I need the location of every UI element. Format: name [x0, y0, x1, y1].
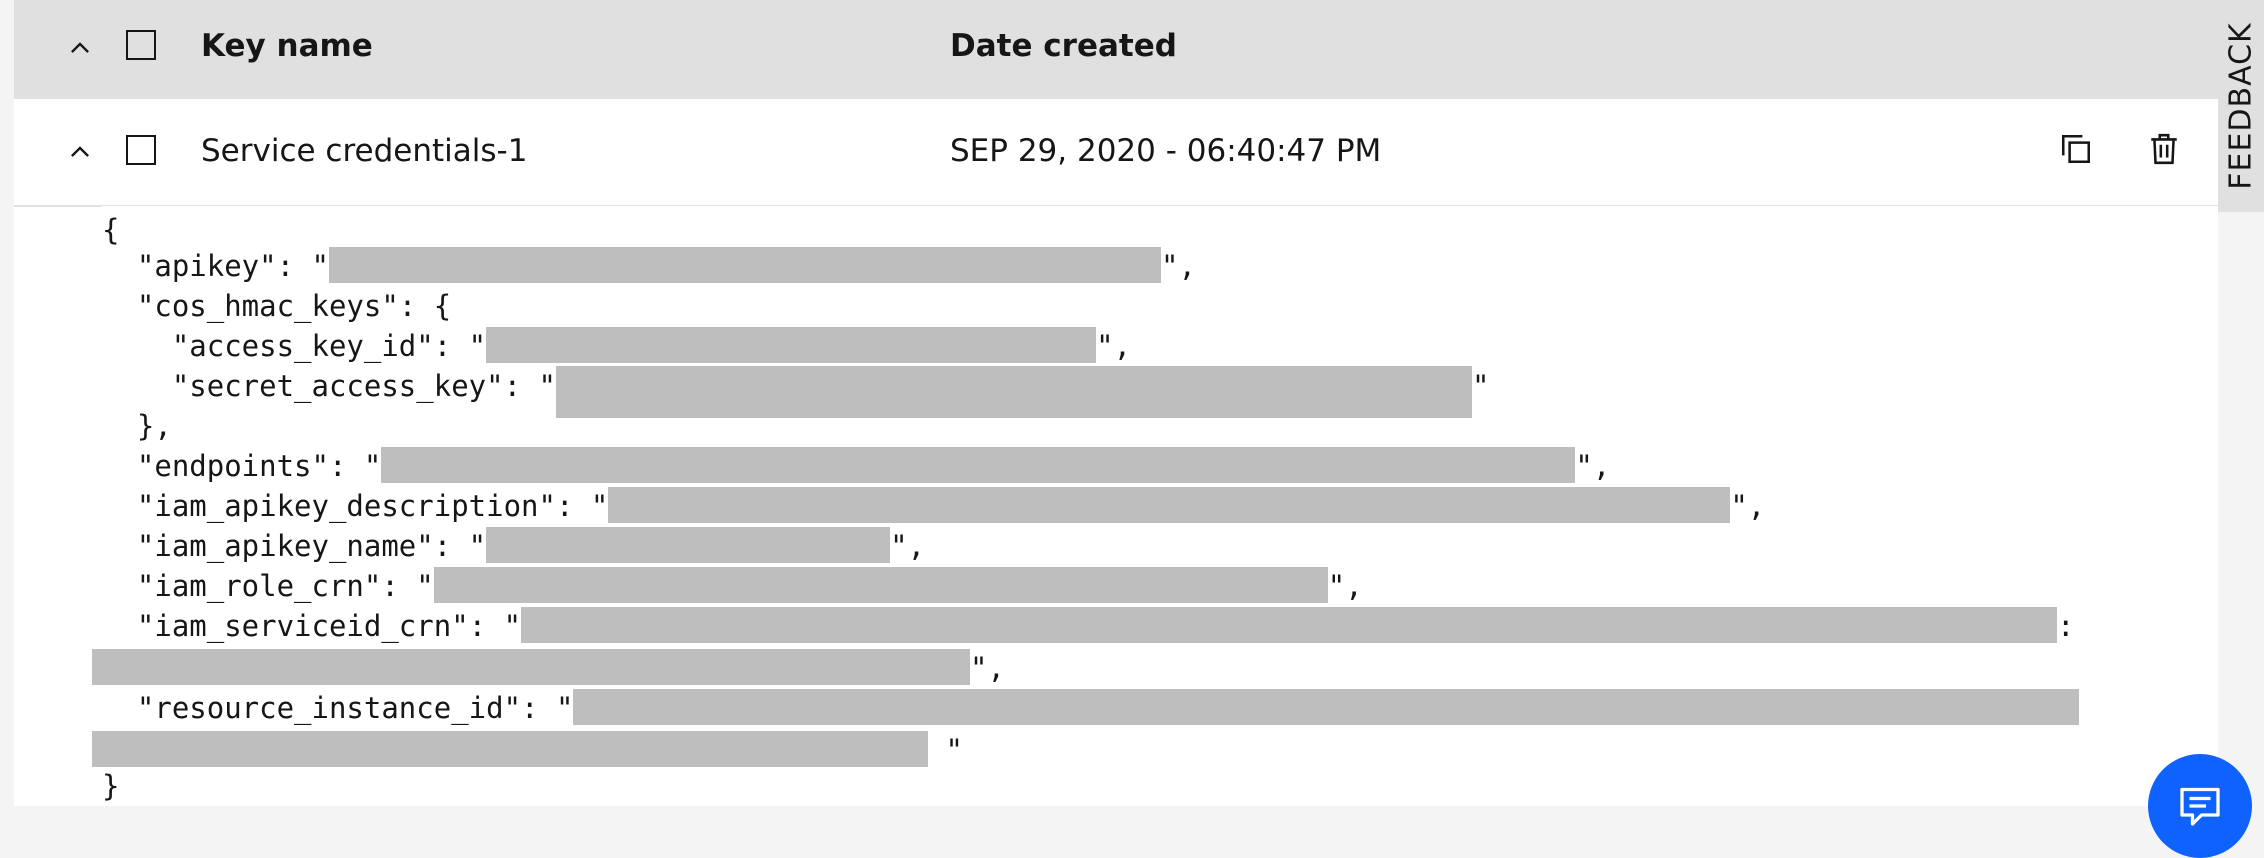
collapse-all-button[interactable] [52, 20, 108, 76]
credential-name: Service credentials-1 [201, 133, 528, 169]
redacted-value [92, 649, 970, 685]
redacted-value [486, 527, 891, 563]
redacted-value [608, 487, 1731, 523]
json-line-iam-apikey-name: "iam_apikey_name": " ", [102, 527, 926, 563]
redacted-value [573, 689, 2080, 725]
json-line-iam-serviceid-crn-cont: ", [92, 648, 1005, 688]
copy-icon [2061, 134, 2091, 164]
table-row: Service credentials-1 SEP 29, 2020 - 06:… [14, 99, 2218, 207]
chat-icon [2180, 787, 2220, 826]
json-line-iam-apikey-description: "iam_apikey_description": " ", [102, 487, 1766, 523]
row-checkbox[interactable] [126, 135, 156, 165]
redacted-value [433, 567, 1328, 603]
json-line-cos-hmac-keys: "cos_hmac_keys": { [102, 289, 452, 323]
redacted-value [328, 247, 1161, 283]
json-line: } [102, 769, 120, 803]
chat-button[interactable] [2148, 754, 2252, 858]
copy-button[interactable] [2048, 121, 2104, 177]
redacted-value [381, 447, 1576, 483]
feedback-label: FEEDBACK [2223, 22, 2259, 190]
feedback-tab[interactable]: FEEDBACK [2218, 0, 2264, 212]
trash-icon [2151, 133, 2177, 165]
chevron-up-icon [71, 42, 89, 53]
json-line: { [102, 213, 120, 247]
json-line-secret-access-key: "secret_access_key": " " [102, 366, 1489, 418]
credentials-json-view: { "apikey": " ", "cos_hmac_keys": { "acce… [92, 206, 2218, 806]
redacted-value [92, 731, 928, 767]
redacted-value [486, 327, 1097, 363]
chevron-up-icon [71, 146, 89, 157]
json-line-resource-instance-id: "resource_instance_id": " [102, 688, 2080, 728]
json-line-apikey: "apikey": " ", [102, 247, 1196, 283]
select-all-checkbox[interactable] [126, 30, 156, 60]
column-header-date-created[interactable]: Date created [950, 28, 1177, 64]
table-header: Key name Date created [14, 0, 2218, 99]
json-line: }, [102, 409, 172, 443]
json-line-access-key-id: "access_key_id": " ", [102, 327, 1132, 363]
row-collapse-button[interactable] [52, 124, 108, 180]
json-line-iam-role-crn: "iam_role_crn": " ", [102, 567, 1363, 603]
redacted-value [555, 366, 1472, 418]
delete-button[interactable] [2136, 121, 2192, 177]
column-header-key-name[interactable]: Key name [201, 28, 373, 64]
json-line-endpoints: "endpoints": " ", [102, 447, 1611, 483]
credential-date: SEP 29, 2020 - 06:40:47 PM [950, 133, 1382, 169]
redacted-value [521, 607, 2058, 643]
credentials-table: Key name Date created Service credential… [14, 0, 2218, 806]
json-line-iam-serviceid-crn: "iam_serviceid_crn": ": [102, 607, 2075, 643]
json-line-resource-instance-id-cont: " [92, 730, 963, 770]
